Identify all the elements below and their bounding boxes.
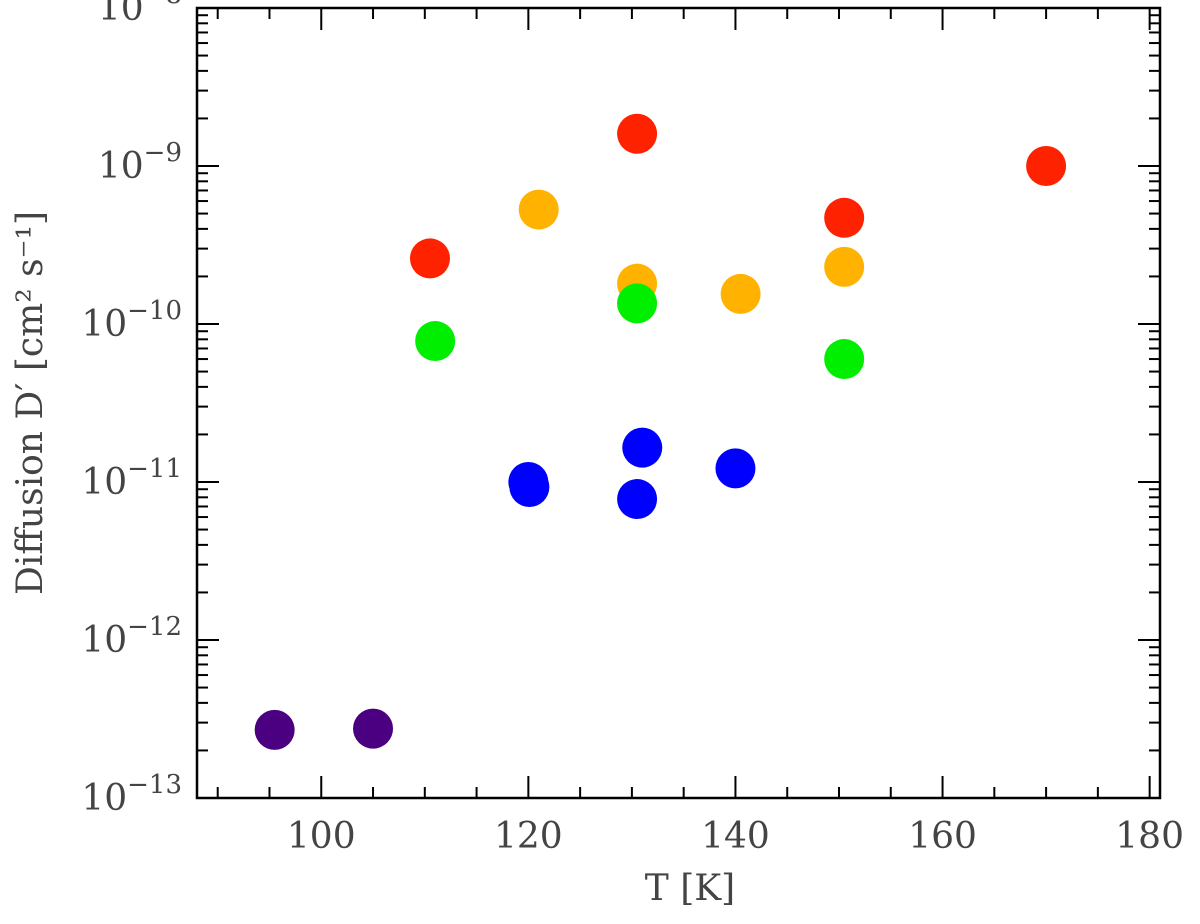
data-point: [824, 246, 865, 287]
y-tick-label: 10−12: [81, 612, 182, 661]
data-point: [254, 709, 295, 750]
y-tick-label: 10−10: [81, 296, 182, 345]
x-tick-label: 160: [908, 816, 977, 857]
data-point: [622, 427, 663, 468]
data-point: [617, 113, 658, 154]
x-tick-labels: 100 120 140 160 180: [287, 816, 1184, 857]
data-point: [824, 197, 865, 238]
data-point: [617, 283, 658, 324]
y-tick-labels: 10−8 10−9 10−10 10−11 10−12 10−13: [81, 0, 182, 819]
x-axis-title: T [K]: [645, 868, 735, 909]
data-point: [509, 466, 550, 507]
y-axis-title: Diffusion D′ [cm² s⁻¹]: [10, 211, 51, 595]
y-tick-label: 10−13: [81, 770, 182, 819]
y-tick-label: 10−11: [81, 454, 182, 503]
y-tick-label: 10−9: [98, 138, 182, 187]
data-points: [254, 113, 1067, 750]
plot-frame: [195, 6, 1162, 800]
x-tick-label: 180: [1115, 816, 1184, 857]
data-point: [824, 339, 865, 380]
data-point: [720, 273, 761, 314]
data-point: [715, 448, 756, 489]
data-point: [518, 189, 559, 230]
data-point: [409, 238, 450, 279]
data-point: [617, 479, 658, 520]
data-point: [353, 708, 394, 749]
data-point: [415, 321, 456, 362]
x-tick-label: 120: [494, 816, 563, 857]
axis-ticks: [197, 7, 1160, 799]
x-tick-label: 100: [287, 816, 356, 857]
x-tick-label: 140: [701, 816, 770, 857]
data-point: [1026, 146, 1067, 186]
y-tick-label: 10−8: [98, 0, 182, 29]
